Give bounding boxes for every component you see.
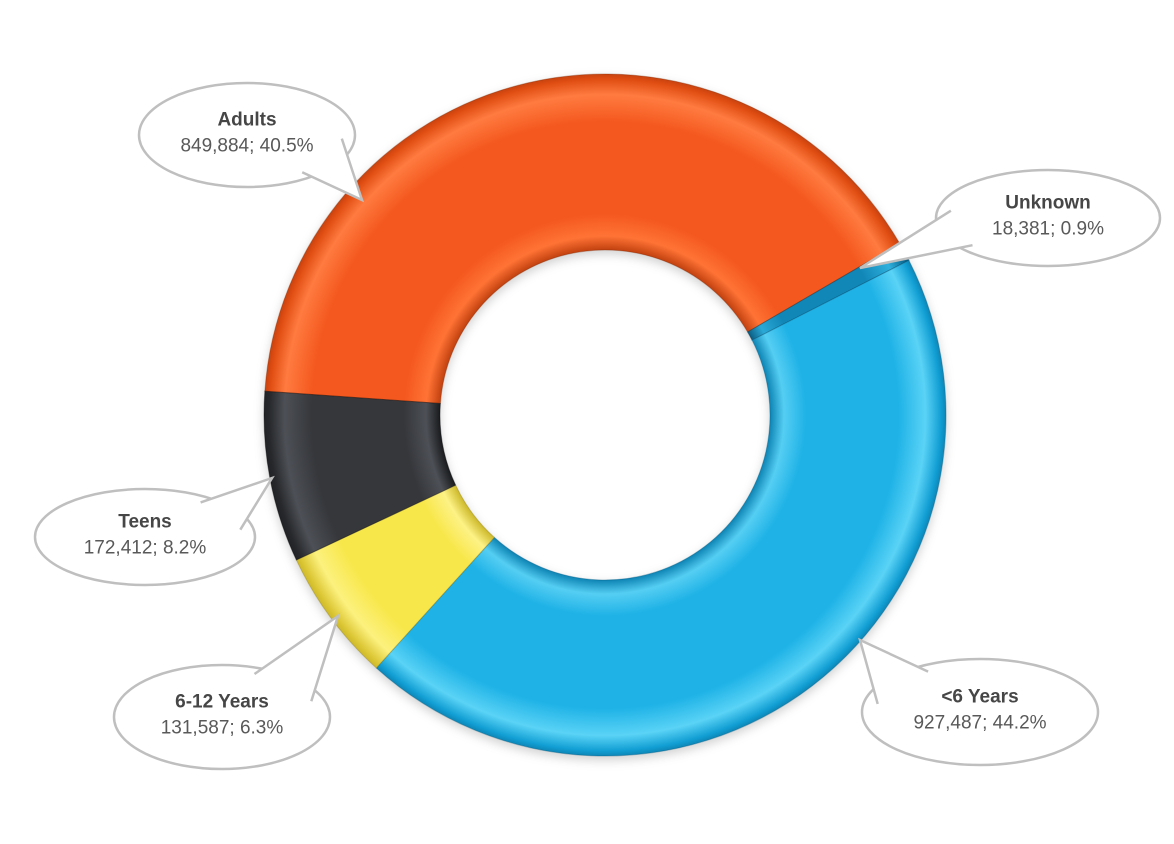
callout-tail	[301, 138, 365, 203]
callout-lt6-years[interactable]	[858, 637, 1100, 767]
callout-adults[interactable]	[137, 81, 365, 203]
callout-bubble[interactable]	[112, 663, 332, 771]
callout-tail	[858, 637, 929, 705]
slice-lt6-years[interactable]	[375, 259, 947, 757]
callout-bubble[interactable]	[33, 487, 257, 587]
slice-teens[interactable]	[263, 390, 457, 561]
callout-6-12-years[interactable]	[112, 612, 341, 771]
slice-adults[interactable]	[264, 73, 901, 405]
callout-tail	[859, 209, 973, 270]
callout-unknown[interactable]	[859, 168, 1162, 270]
donut-slices	[263, 73, 947, 757]
callout-bubble[interactable]	[137, 81, 357, 189]
callout-bubble[interactable]	[860, 657, 1100, 767]
callout-tail	[200, 475, 275, 531]
callout-bubble[interactable]	[934, 168, 1162, 268]
callout-tail	[253, 612, 341, 702]
callout-teens[interactable]	[33, 475, 275, 587]
